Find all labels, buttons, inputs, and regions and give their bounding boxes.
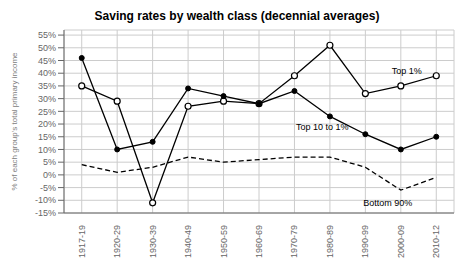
svg-text:25%: 25% <box>38 107 56 117</box>
svg-text:Top 10 to 1%: Top 10 to 1% <box>296 122 349 132</box>
svg-text:1990-99: 1990-99 <box>360 225 370 258</box>
svg-text:1950-59: 1950-59 <box>219 225 229 258</box>
svg-text:50%: 50% <box>38 43 56 53</box>
svg-text:0%: 0% <box>43 170 56 180</box>
svg-text:1970-79: 1970-79 <box>289 225 299 258</box>
svg-text:35%: 35% <box>38 81 56 91</box>
svg-text:1920-29: 1920-29 <box>112 225 122 258</box>
svg-text:1960-69: 1960-69 <box>254 225 264 258</box>
svg-text:30%: 30% <box>38 94 56 104</box>
svg-text:1940-49: 1940-49 <box>183 225 193 258</box>
svg-text:-15%: -15% <box>35 208 56 218</box>
svg-text:2000-09: 2000-09 <box>396 225 406 258</box>
svg-text:% of each group's total primar: % of each group's total primary income <box>10 52 19 191</box>
svg-text:-10%: -10% <box>35 195 56 205</box>
svg-text:55%: 55% <box>38 30 56 40</box>
svg-text:20%: 20% <box>38 119 56 129</box>
svg-text:40%: 40% <box>38 68 56 78</box>
svg-text:Bottom 90%: Bottom 90% <box>363 198 412 208</box>
html-text:Saving rates by wealth class (: Saving rates by wealth class (decennial … <box>94 9 380 23</box>
svg-text:1980-89: 1980-89 <box>325 225 335 258</box>
svg-text:45%: 45% <box>38 56 56 66</box>
svg-text:-5%: -5% <box>40 183 56 193</box>
svg-text:2010-12: 2010-12 <box>431 225 441 258</box>
svg-text:15%: 15% <box>38 132 56 142</box>
svg-text:5%: 5% <box>43 157 56 167</box>
svg-text:Top 1%: Top 1% <box>392 66 422 76</box>
svg-text:1917-19: 1917-19 <box>77 225 87 258</box>
svg-text:1930-39: 1930-39 <box>148 225 158 258</box>
svg-text:10%: 10% <box>38 145 56 155</box>
